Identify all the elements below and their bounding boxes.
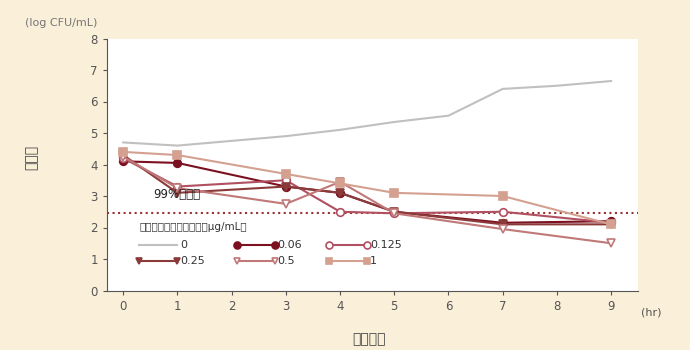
Text: 0.06: 0.06 [277,240,302,250]
Text: 0.5: 0.5 [277,256,295,266]
Text: 99%殺真菌: 99%殺真菌 [153,188,200,201]
Text: 培養時間: 培養時間 [353,332,386,346]
Text: 生菌数: 生菌数 [24,145,38,170]
Text: 0: 0 [180,240,187,250]
Text: 1: 1 [370,256,377,266]
Text: (log CFU/mL): (log CFU/mL) [25,19,97,28]
Text: (hr): (hr) [641,308,662,318]
Text: 0.25: 0.25 [180,256,205,266]
Text: 0.125: 0.125 [370,240,402,250]
Text: カスポファンギン濃度（μg/mL）: カスポファンギン濃度（μg/mL） [139,222,247,232]
